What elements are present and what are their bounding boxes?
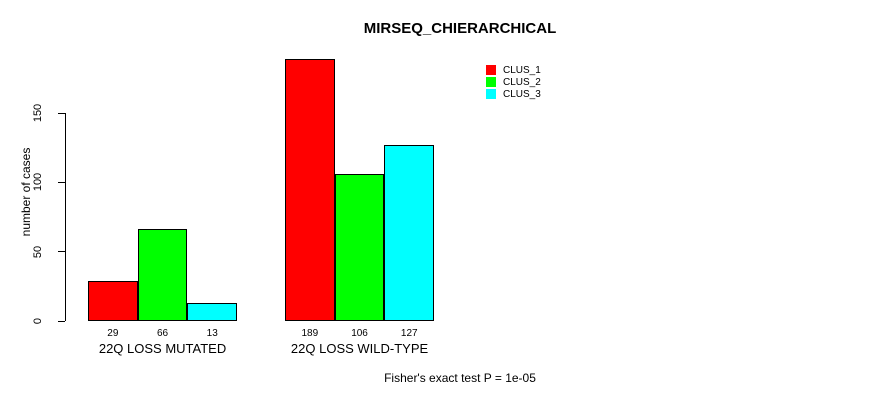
- y-tick-label: 50: [32, 245, 44, 258]
- annotation-text: Fisher's exact test P = 1e-05: [384, 371, 536, 385]
- y-tick-mark: [58, 320, 65, 322]
- bar-clus_2-1: [334, 174, 385, 321]
- bar-clus_1-1: [285, 58, 335, 321]
- category-label: 22Q LOSS MUTATED: [98, 341, 227, 356]
- y-tick-label: 100: [32, 173, 44, 192]
- legend-swatch-icon: [486, 77, 496, 87]
- bar-value-label: 13: [206, 328, 218, 339]
- legend-item: CLUS_2: [486, 76, 541, 88]
- legend-item: CLUS_3: [486, 88, 541, 100]
- legend-label: CLUS_3: [503, 88, 541, 100]
- y-tick-mark: [58, 112, 65, 114]
- legend-swatch-icon: [486, 65, 496, 75]
- bar-clus_1-0: [88, 280, 138, 321]
- y-tick-mark: [58, 251, 65, 253]
- legend-label: CLUS_2: [503, 76, 541, 88]
- bar-value-label: 106: [351, 328, 368, 339]
- legend-item: CLUS_1: [486, 64, 541, 76]
- y-axis-title: number of cases: [19, 147, 33, 237]
- category-label: 22Q LOSS WILD-TYPE: [290, 341, 429, 356]
- legend-swatch-icon: [486, 89, 496, 99]
- bar-clus_2-0: [137, 229, 188, 321]
- bar-value-label: 189: [301, 328, 319, 339]
- legend-label: CLUS_1: [503, 64, 541, 76]
- chart-title: MIRSEQ_CHIERARCHICAL: [363, 20, 557, 37]
- y-axis-line: [65, 113, 66, 321]
- bar-clus_3-0: [187, 302, 238, 321]
- legend: CLUS_1 CLUS_2 CLUS_3: [486, 64, 541, 100]
- y-tick-label: 150: [32, 103, 44, 123]
- bar-clus_3-1: [384, 144, 435, 321]
- bar-value-label: 29: [107, 328, 119, 339]
- bar-value-label: 66: [156, 328, 169, 339]
- y-tick-mark: [58, 181, 65, 183]
- y-tick-label: 0: [32, 317, 44, 325]
- bar-value-label: 127: [400, 328, 418, 339]
